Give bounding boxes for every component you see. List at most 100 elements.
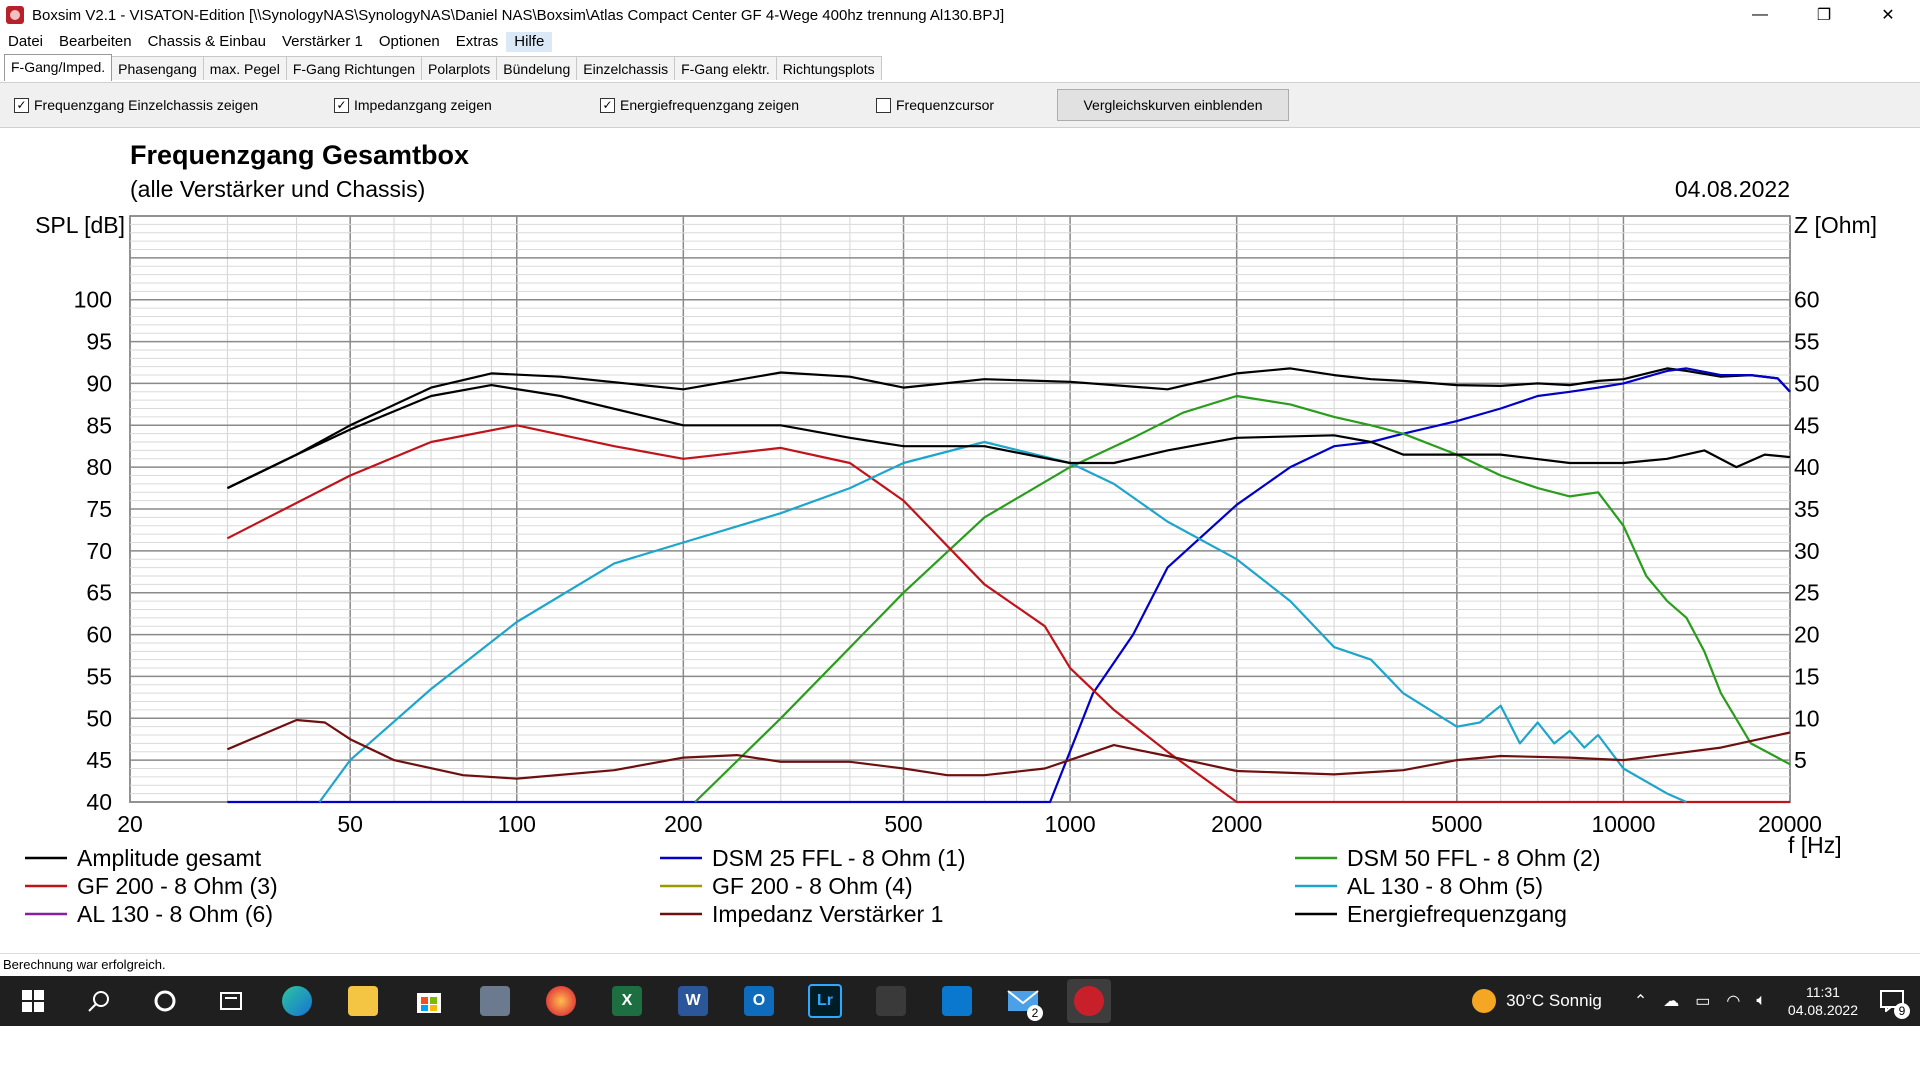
y2-tick-label: 25 [1794,580,1820,606]
clock-time: 11:31 [1805,984,1840,1000]
y2-tick-label: 50 [1794,370,1820,396]
lightroom-icon[interactable]: Lr [803,979,847,1023]
mail-icon[interactable]: 2 [1001,979,1045,1023]
close-button[interactable]: ✕ [1881,7,1895,24]
folder-icon[interactable] [869,979,913,1023]
checkbox-energie-box[interactable]: ✓ [600,97,615,113]
y2-tick-label: 55 [1794,329,1820,355]
window-title: Boxsim V2.1 - VISATON-Edition [\\Synolog… [32,6,1005,24]
legend-label-5: AL 130 - 8 Ohm (5) [1347,873,1543,899]
tab-einzelchassis[interactable]: Einzelchassis [576,56,676,80]
weather-text[interactable]: 30°C Sonnig [1506,991,1602,1010]
outlook-icon[interactable]: O [737,979,781,1023]
menu-bearbeiten[interactable]: Bearbeiten [59,33,132,50]
checkbox-impedanz-label: Impedanzgang zeigen [354,97,492,113]
tab-fgang-imped[interactable]: F-Gang/Imped. [4,54,113,81]
series-line-1 [227,367,1791,804]
tab-fgang-elektr[interactable]: F-Gang elektr. [674,56,777,80]
x-tick-label: 20 [117,811,143,837]
legend-label-3: GF 200 - 8 Ohm (3) [77,873,278,899]
frequency-response-chart: Frequenzgang Gesamtbox (alle Verstärker … [25,140,1877,927]
checkbox-frequenzcursor-box[interactable] [876,97,891,113]
checkbox-einzelchassis[interactable]: ✓ Frequenzgang Einzelchassis zeigen [14,97,258,113]
tab-richtungsplots[interactable]: Richtungsplots [775,56,882,80]
y2-tick-label: 10 [1794,705,1820,731]
y-axis-label: SPL [dB] [35,212,125,238]
tab-buendelung[interactable]: Bündelung [496,56,578,80]
tab-polarplots[interactable]: Polarplots [421,56,498,80]
firefox-icon[interactable] [539,979,583,1023]
y-tick-label: 100 [74,287,112,313]
chart-ticks: 40 45 50 55 60 65 70 75 80 85 90 95 100 5 10 15 20 25 30 35… [74,287,1822,837]
checkbox-impedanz-box[interactable]: ✓ [334,97,349,113]
menu-extras[interactable]: Extras [455,33,499,50]
task-view-icon[interactable] [209,979,253,1023]
y-tick-label: 50 [86,705,112,731]
x-tick-label: 500 [884,811,922,837]
y-tick-label: 55 [86,663,112,689]
search-icon[interactable] [77,979,121,1023]
x-tick-label: 100 [498,811,536,837]
x-tick-label: 10000 [1591,811,1655,837]
tab-phasengang[interactable]: Phasengang [111,56,204,80]
y-tick-label: 70 [86,538,112,564]
y-tick-label: 60 [86,622,112,648]
boxsim-app-icon[interactable] [6,6,24,24]
x-tick-label: 200 [664,811,702,837]
checkbox-energie-label: Energiefrequenzgang zeigen [620,97,800,113]
checkbox-impedanz[interactable]: ✓ Impedanzgang zeigen [334,97,492,113]
maximize-button[interactable]: ❐ [1816,7,1832,24]
checkbox-energie[interactable]: ✓ Energiefrequenzgang zeigen [600,97,799,113]
chevron-up-icon[interactable]: ⌃ [1633,993,1648,1010]
notification-center-icon[interactable]: 9 [1872,981,1912,1021]
menu-chassis-einbau[interactable]: Chassis & Einbau [147,33,266,50]
boxsim-taskbar-icon[interactable] [1067,979,1111,1023]
snipping-tool-icon[interactable] [935,979,979,1023]
menu-hilfe[interactable]: Hilfe [506,32,553,52]
chart-subtitle: (alle Verstärker und Chassis) [130,176,425,202]
minimize-button[interactable]: — [1752,6,1768,23]
menu-datei[interactable]: Datei [8,33,44,50]
series-line-7 [226,718,1791,780]
battery-icon[interactable]: ▭ [1695,993,1711,1010]
y-tick-label: 75 [86,496,112,522]
y-tick-label: 80 [86,454,112,480]
file-explorer-icon[interactable] [341,979,385,1023]
legend-label-7: Impedanz Verstärker 1 [712,901,943,927]
view-tabs: F-Gang/Imped. Phasengang max. Pegel F-Ga… [4,54,882,81]
cortana-icon[interactable] [143,979,187,1023]
checkbox-einzelchassis-box[interactable]: ✓ [14,97,29,113]
clock[interactable]: 11:31 04.08.2022 [1788,983,1858,1019]
y2-tick-label: 45 [1794,412,1820,438]
volume-icon[interactable]: 🔈︎ [1756,992,1766,1009]
chart-title: Frequenzgang Gesamtbox [130,140,469,170]
y-tick-label: 65 [86,580,112,606]
weather-sun-icon[interactable] [1472,989,1497,1013]
wifi-icon[interactable]: ◠ [1726,993,1741,1010]
legend-label-6: AL 130 - 8 Ohm (6) [77,901,273,927]
y-tick-label: 95 [86,329,112,355]
series-line-3 [226,424,1790,804]
word-icon[interactable]: W [671,979,715,1023]
checkbox-frequenzcursor[interactable]: Frequenzcursor [876,97,994,113]
legend-label-2: DSM 50 FFL - 8 Ohm (2) [1347,845,1600,871]
legend-label-1: DSM 25 FFL - 8 Ohm (1) [712,845,965,871]
empty-area [0,1026,1920,1080]
menu-optionen[interactable]: Optionen [378,33,440,50]
edge-icon[interactable] [275,979,319,1023]
menu-bar: Datei Bearbeiten Chassis & Einbau Verstä… [0,32,553,52]
y2-tick-label: 60 [1794,287,1820,313]
calculator-icon[interactable] [473,979,517,1023]
tab-max-pegel[interactable]: max. Pegel [202,56,287,80]
vergleichskurven-button[interactable]: Vergleichskurven einblenden [1057,89,1289,121]
onedrive-icon[interactable]: ☁ [1663,993,1680,1010]
y-tick-label: 90 [86,370,112,396]
tab-fgang-richtungen[interactable]: F-Gang Richtungen [285,56,423,80]
checkbox-einzelchassis-label: Frequenzgang Einzelchassis zeigen [34,97,259,113]
windows-start-icon[interactable] [11,979,55,1023]
store-icon[interactable] [407,979,451,1023]
notification-badge: 9 [1894,1003,1910,1019]
menu-verstaerker[interactable]: Verstärker 1 [282,33,363,50]
y-tick-label: 40 [86,789,112,815]
excel-icon[interactable]: X [605,979,649,1023]
